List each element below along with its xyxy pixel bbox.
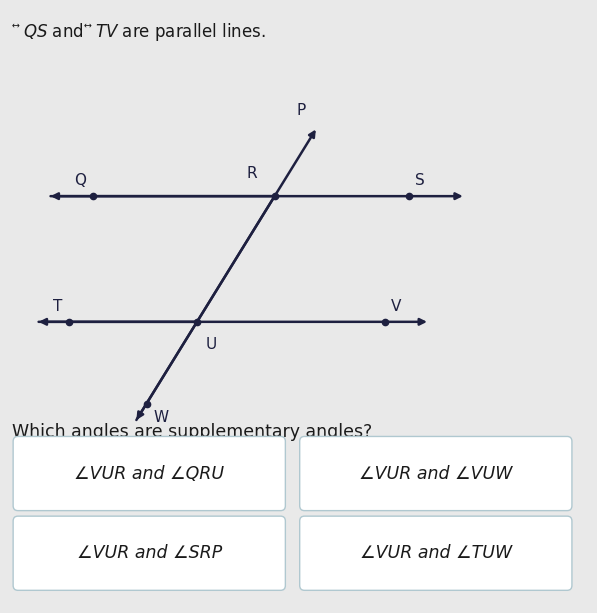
Text: ∠VUR and ∠TUW: ∠VUR and ∠TUW: [360, 544, 512, 562]
Text: Which angles are supplementary angles?: Which angles are supplementary angles?: [12, 423, 372, 441]
Text: ∠VUR and ∠SRP: ∠VUR and ∠SRP: [76, 544, 222, 562]
Text: Q: Q: [75, 173, 87, 188]
FancyBboxPatch shape: [300, 516, 572, 590]
FancyBboxPatch shape: [300, 436, 572, 511]
Text: V: V: [391, 299, 401, 314]
Text: S: S: [415, 173, 424, 188]
Text: W: W: [154, 409, 169, 425]
Text: $\overleftrightarrow{QS}$ and $\overleftrightarrow{TV}$ are parallel lines.: $\overleftrightarrow{QS}$ and $\overleft…: [12, 21, 266, 44]
FancyBboxPatch shape: [13, 436, 285, 511]
FancyBboxPatch shape: [13, 516, 285, 590]
Text: ∠VUR and ∠VUW: ∠VUR and ∠VUW: [359, 465, 512, 482]
Text: U: U: [206, 337, 217, 352]
Text: R: R: [246, 166, 257, 181]
Text: T: T: [53, 299, 63, 314]
Text: P: P: [296, 103, 306, 118]
Text: ∠VUR and ∠QRU: ∠VUR and ∠QRU: [74, 465, 224, 482]
